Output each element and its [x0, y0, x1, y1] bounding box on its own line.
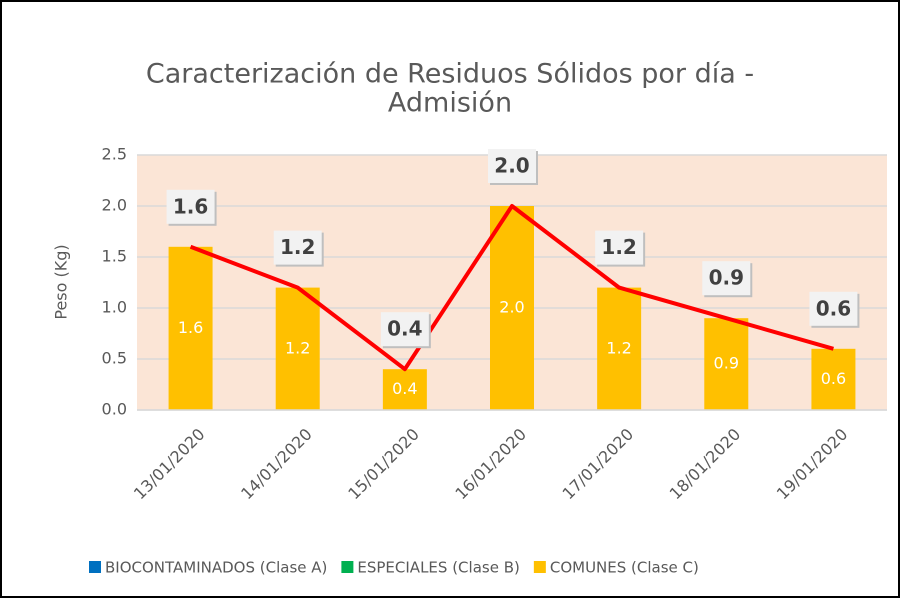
bar — [811, 348, 856, 410]
bar-value-label: 1.6 — [178, 318, 203, 337]
y-axis-label: Peso (Kg) — [52, 244, 71, 319]
y-tick-label: 1.0 — [102, 298, 127, 317]
bar-value-label: 1.2 — [606, 338, 631, 357]
bar-value-label: 0.6 — [821, 369, 846, 388]
line-value-label: 0.9 — [709, 266, 744, 290]
y-tick-label: 1.5 — [102, 247, 127, 266]
line-value-label: 0.6 — [816, 296, 851, 320]
line-value-label: 1.2 — [601, 235, 636, 259]
bar-value-label: 0.4 — [392, 379, 417, 398]
line-value-label: 1.2 — [280, 235, 315, 259]
line-value-label: 1.6 — [173, 194, 208, 218]
y-tick-label: 0.5 — [102, 349, 127, 368]
y-tick-label: 0.0 — [102, 400, 127, 419]
y-tick-label: 2.0 — [102, 196, 127, 215]
bar — [490, 206, 534, 410]
bar-value-label: 1.2 — [285, 338, 310, 357]
bar-value-label: 2.0 — [499, 298, 524, 317]
bar — [168, 246, 213, 410]
bar-value-label: 0.9 — [714, 354, 739, 373]
label-box — [488, 149, 536, 183]
legend-swatch — [533, 561, 546, 573]
legend-swatch — [341, 561, 354, 573]
legend-label: COMUNES (Clase C) — [550, 559, 699, 577]
chart-title: Caracterización de Residuos Sólidos por … — [146, 59, 754, 90]
line-value-label: 0.4 — [387, 317, 422, 341]
bar — [597, 287, 642, 410]
y-tick-label: 2.5 — [102, 145, 127, 164]
bar — [704, 318, 749, 410]
line-value-label: 2.0 — [494, 154, 529, 178]
chart-title-line2: Admisión — [388, 88, 512, 119]
label-box — [380, 312, 429, 347]
legend-label: ESPECIALES (Clase B) — [357, 559, 519, 577]
legend-label: BIOCONTAMINADOS (Clase A) — [105, 559, 327, 577]
label-box — [273, 230, 322, 265]
label-box — [809, 291, 858, 326]
legend-swatch — [89, 561, 101, 573]
label-box — [702, 261, 751, 296]
bar — [275, 287, 320, 410]
label-box — [166, 189, 215, 224]
bar — [382, 369, 427, 410]
line — [189, 204, 834, 372]
label-box — [595, 230, 644, 265]
